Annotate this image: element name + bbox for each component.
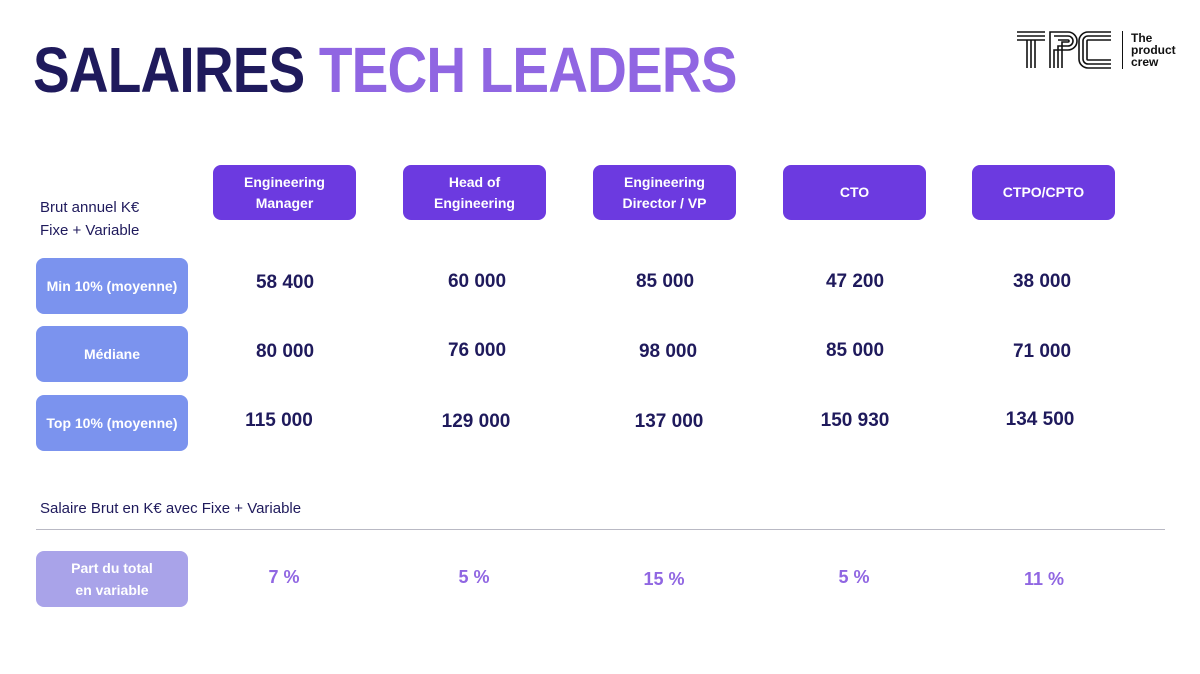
logo-text-line-2: product xyxy=(1131,43,1176,57)
table-corner-label: Brut annuel K€ Fixe + Variable xyxy=(40,196,139,242)
footnote: Salaire Brut en K€ avec Fixe + Variable xyxy=(40,500,302,517)
column-header-line-1: Head of xyxy=(448,173,501,190)
table-cell: 98 000 xyxy=(638,341,698,362)
variable-share-cell: 7 % xyxy=(268,567,300,587)
table-cell: 137 000 xyxy=(634,411,704,432)
column-header-cto: CTO xyxy=(783,165,926,220)
column-header-line-1: CTO xyxy=(839,184,870,200)
column-header-line-2: Director / VP xyxy=(622,194,707,211)
column-header-head-of-engineering: Head of Engineering xyxy=(403,165,546,220)
row-label-line-2: en variable xyxy=(75,582,149,598)
corner-label-line-2: Fixe + Variable xyxy=(40,222,140,239)
row-label-text: Top 10% (moyenne) xyxy=(46,415,178,431)
logo-divider xyxy=(1122,31,1123,69)
page-title: SALAIRES TECH LEADERS xyxy=(33,30,738,110)
row-label-text: Médiane xyxy=(83,346,140,362)
variable-share-cell: 5 % xyxy=(458,567,490,587)
column-header-line-2: Manager xyxy=(255,194,314,211)
logo-text-line-1: The xyxy=(1131,31,1153,45)
column-header-line-1: Engineering xyxy=(624,173,705,190)
corner-label-line-1: Brut annuel K€ xyxy=(40,199,140,216)
column-header-line-1: CTPO/CPTO xyxy=(1002,184,1085,200)
divider xyxy=(36,529,1165,530)
column-header-ctpo-cpto: CTPO/CPTO xyxy=(972,165,1115,220)
variable-share-cell: 5 % xyxy=(838,567,870,587)
table-cell: 85 000 xyxy=(635,271,695,292)
tpc-logo-mark xyxy=(1017,31,1111,69)
column-header-line-1: Engineering xyxy=(244,173,325,190)
logo-text: The product crew xyxy=(1131,32,1176,68)
table-cell: 150 930 xyxy=(820,410,890,431)
table-cell: 71 000 xyxy=(1012,341,1072,362)
column-header-line-2: Engineering xyxy=(434,194,515,211)
row-label-variable-share: Part du total en variable xyxy=(36,551,188,607)
title-part-2: TECH LEADERS xyxy=(318,34,738,106)
table-cell: 47 200 xyxy=(825,271,885,292)
variable-share-cell: 11 % xyxy=(1023,569,1065,589)
table-cell: 85 000 xyxy=(825,340,885,361)
row-label-top-10: Top 10% (moyenne) xyxy=(36,395,188,451)
logo-text-line-3: crew xyxy=(1131,55,1159,69)
tpc-logo: The product crew xyxy=(1016,30,1176,70)
table-cell: 80 000 xyxy=(255,341,315,362)
row-label-text: Min 10% (moyenne) xyxy=(46,278,178,294)
variable-share-cell: 15 % xyxy=(643,569,685,589)
table-cell: 134 500 xyxy=(1005,409,1075,430)
title-part-1: SALAIRES xyxy=(33,34,305,106)
table-cell: 115 000 xyxy=(245,410,313,431)
row-label-line-1: Part du total xyxy=(71,560,153,576)
table-cell: 60 000 xyxy=(447,271,507,292)
row-label-mediane: Médiane xyxy=(36,326,188,382)
table-cell: 76 000 xyxy=(447,340,507,361)
column-header-engineering-manager: Engineering Manager xyxy=(213,165,356,220)
table-cell: 58 400 xyxy=(255,272,315,293)
table-cell: 129 000 xyxy=(441,411,511,432)
column-header-engineering-director: Engineering Director / VP xyxy=(593,165,736,220)
table-cell: 38 000 xyxy=(1012,271,1072,292)
row-label-min-10: Min 10% (moyenne) xyxy=(36,258,188,314)
